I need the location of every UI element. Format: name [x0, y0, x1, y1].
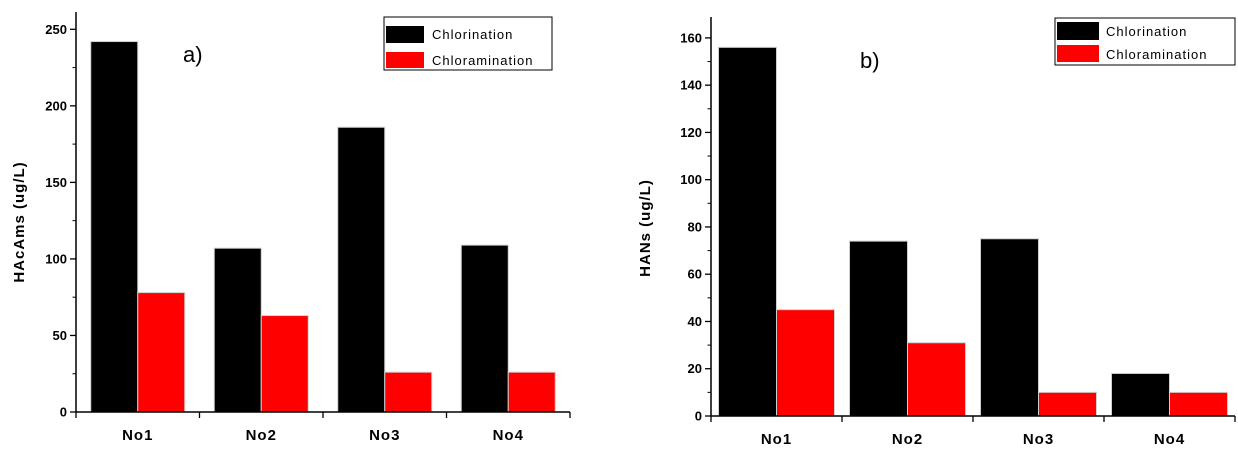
- chart-panel-b: 0 20 40 60 80 100 120 140 160 No1 No2 No3 No4 HANs …: [637, 17, 1236, 448]
- bar-chlorination-no3: [980, 238, 1039, 417]
- legend: Chlorination Chloramination: [1054, 17, 1236, 66]
- bar-chlorination-no4: [460, 244, 509, 413]
- bar-chlorination-no1: [90, 41, 139, 413]
- bar-chlorination-no2: [213, 247, 262, 413]
- bar-chloramination-no2: [260, 315, 309, 413]
- y-tick-label: 160: [680, 30, 702, 45]
- bar-chloramination-no4: [1169, 391, 1228, 417]
- y-tick-label: 0: [695, 409, 702, 424]
- bar-chlorination-no3: [337, 126, 386, 413]
- bar-chloramination-no2: [907, 342, 966, 417]
- bar-chlorination-no2: [849, 240, 908, 417]
- x-tick-label: No1: [122, 427, 153, 444]
- y-tick-label: 60: [688, 267, 702, 282]
- y-tick-label: 50: [53, 328, 67, 343]
- x-tick-label: No3: [369, 427, 400, 444]
- y-tick-label: 0: [60, 405, 67, 420]
- x-tick-label: No4: [1154, 431, 1185, 448]
- bars-group: [90, 41, 556, 413]
- bar-chlorination-no1: [718, 46, 777, 417]
- x-tick-label: No2: [892, 431, 923, 448]
- x-tick-label: No1: [761, 431, 792, 448]
- y-tick-label: 250: [45, 22, 67, 37]
- y-axis: 0 20 40 60 80 100 120 140 160: [680, 17, 712, 424]
- chart-panel-a: 0 50 100 150 200 250 No1 No2 No3 No4 HAcAms (ug/…: [11, 12, 571, 444]
- bars-group: [718, 46, 1228, 417]
- x-axis: No1 No2 No3 No4: [75, 411, 571, 444]
- legend-label-chloramination: Chloramination: [432, 53, 533, 68]
- y-tick-label: 100: [680, 172, 702, 187]
- legend-swatch-chloramination: [1057, 45, 1099, 62]
- x-tick-label: No4: [493, 427, 524, 444]
- legend-label-chlorination: Chlorination: [1106, 24, 1187, 39]
- y-tick-label: 20: [688, 361, 702, 376]
- legend-swatch-chloramination: [386, 52, 424, 68]
- x-axis: No1 No2 No3 No4: [710, 415, 1236, 448]
- bar-chloramination-no3: [1038, 391, 1097, 417]
- bar-chloramination-no3: [384, 371, 433, 413]
- legend-label-chlorination: Chlorination: [432, 27, 513, 42]
- bar-chloramination-no4: [507, 371, 556, 413]
- bar-chloramination-no1: [776, 309, 835, 417]
- legend-swatch-chlorination: [1057, 22, 1099, 40]
- panel-label: b): [860, 48, 880, 73]
- y-tick-label: 140: [680, 78, 702, 93]
- y-tick-label: 40: [688, 314, 702, 329]
- y-tick-label: 80: [688, 219, 702, 234]
- y-tick-label: 120: [680, 125, 702, 140]
- bar-chlorination-no4: [1111, 372, 1170, 417]
- y-axis-title: HANs (ug/L): [637, 179, 654, 277]
- legend-swatch-chlorination: [386, 26, 424, 43]
- y-tick-label: 200: [45, 98, 67, 113]
- y-tick-label: 100: [45, 251, 67, 266]
- legend: Chlorination Chloramination: [383, 16, 553, 71]
- x-tick-label: No2: [246, 427, 277, 444]
- y-axis-title: HAcAms (ug/L): [11, 161, 28, 282]
- legend-label-chloramination: Chloramination: [1106, 47, 1207, 62]
- bar-chloramination-no1: [137, 292, 186, 413]
- x-tick-label: No3: [1023, 431, 1054, 448]
- y-axis: 0 50 100 150 200 250: [45, 12, 77, 420]
- panel-label: a): [183, 42, 203, 67]
- y-tick-label: 150: [45, 175, 67, 190]
